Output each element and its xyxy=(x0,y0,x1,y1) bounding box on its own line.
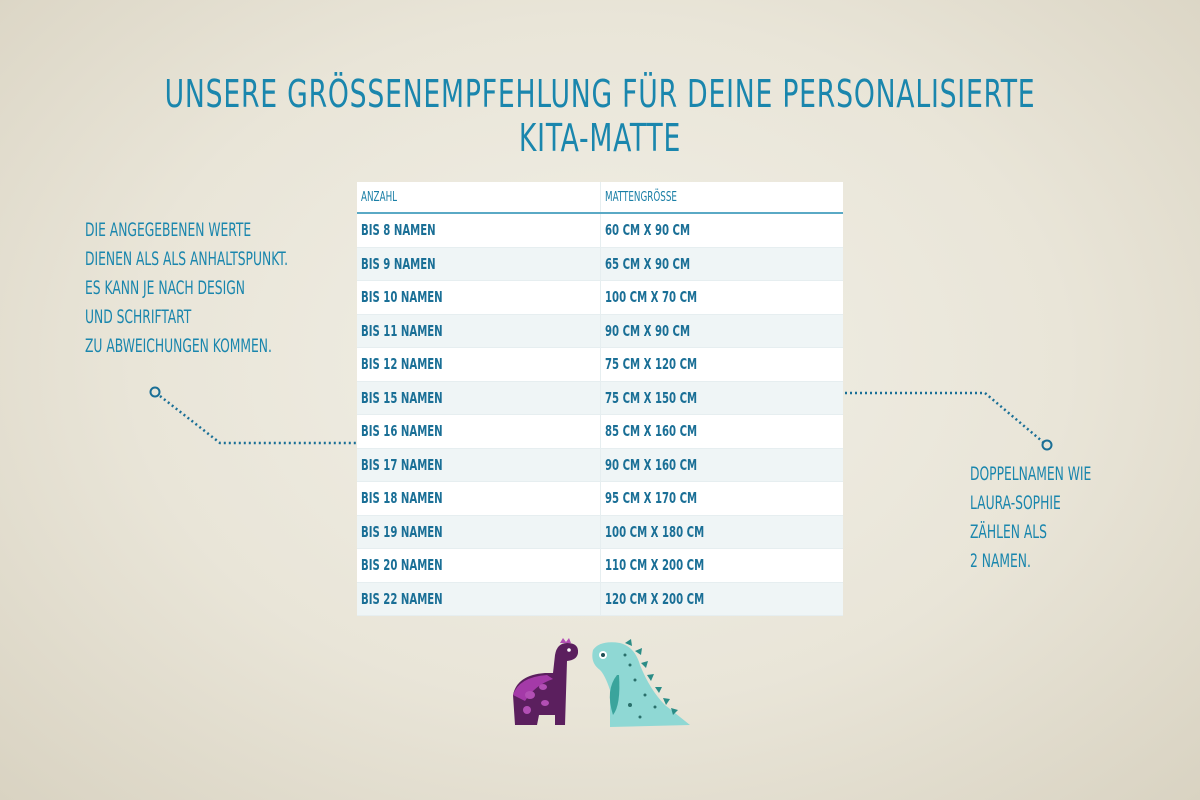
table-row: bis 22 Namen 120 cm x 200 cm xyxy=(357,582,843,616)
right-note-line: zählen als xyxy=(970,521,1047,543)
table-row: bis 15 Namen 75 cm x 150 cm xyxy=(357,381,843,415)
mat-size-cell: 90 cm x 160 cm xyxy=(605,455,698,474)
mat-size-cell: 75 cm x 150 cm xyxy=(605,388,698,407)
table-row: bis 9 Namen 65 cm x 90 cm xyxy=(357,247,843,281)
name-count-cell: bis 11 Namen xyxy=(361,321,443,340)
mat-size-cell: 60 cm x 90 cm xyxy=(605,221,691,240)
name-count-cell: bis 8 Namen xyxy=(361,221,436,240)
left-note-line: und Schriftart xyxy=(85,306,192,328)
name-count-cell: bis 12 Namen xyxy=(361,355,443,374)
right-note-line: 2 Namen. xyxy=(970,550,1031,572)
table-row: bis 8 Namen 60 cm x 90 cm xyxy=(357,213,843,248)
mat-size-cell: 110 cm x 200 cm xyxy=(605,556,705,575)
left-note-line: Es kann je nach Design xyxy=(85,277,245,299)
name-count-cell: bis 10 Namen xyxy=(361,288,443,307)
right-connector-dot xyxy=(1041,439,1053,451)
right-connector xyxy=(845,391,1044,443)
dinosaurs-illustration xyxy=(513,638,690,727)
left-connector-dot xyxy=(149,386,161,398)
right-note-line: Doppelnamen wie xyxy=(970,463,1092,485)
table-row: bis 17 Namen 90 cm x 160 cm xyxy=(357,448,843,482)
purple-dino-icon xyxy=(513,638,579,725)
left-connector xyxy=(159,395,357,445)
name-count-cell: bis 15 Namen xyxy=(361,388,443,407)
table-row: bis 20 Namen 110 cm x 200 cm xyxy=(357,548,843,583)
name-count-cell: bis 19 Namen xyxy=(361,522,443,541)
table-row: bis 19 Namen 100 cm x 180 cm xyxy=(357,515,843,549)
mat-size-cell: 75 cm x 120 cm xyxy=(605,355,698,374)
name-count-cell: bis 9 Namen xyxy=(361,254,436,273)
table-row: bis 18 Namen 95 cm x 170 cm xyxy=(357,481,843,516)
table-header: Anzahl Mattengröße xyxy=(357,182,843,214)
mat-size-cell: 95 cm x 170 cm xyxy=(605,489,698,508)
table-row: bis 12 Namen 75 cm x 120 cm xyxy=(357,347,843,382)
size-table: Anzahl Mattengröße bis 8 Namen 60 cm x 90… xyxy=(357,182,843,616)
mat-size-cell: 120 cm x 200 cm xyxy=(605,589,705,608)
left-note-line: Die angegebenen Werte xyxy=(85,219,252,241)
left-note-line: zu Abweichungen kommen. xyxy=(85,335,272,357)
right-note-line: Laura-Sophie xyxy=(970,492,1061,514)
mat-size-cell: 90 cm x 90 cm xyxy=(605,321,691,340)
mat-size-cell: 85 cm x 160 cm xyxy=(605,422,698,441)
right-note: Doppelnamen wie Laura-Sophie zählen als … xyxy=(970,460,1091,576)
mat-size-cell: 100 cm x 70 cm xyxy=(605,288,698,307)
left-note-line: dienen als als Anhaltspunkt. xyxy=(85,248,289,270)
left-note: Die angegebenen Werte dienen als als Anh… xyxy=(85,216,288,361)
name-count-cell: bis 22 Namen xyxy=(361,589,443,608)
name-count-cell: bis 18 Namen xyxy=(361,489,443,508)
name-count-cell: bis 20 Namen xyxy=(361,556,443,575)
table-row: bis 10 Namen 100 cm x 70 cm xyxy=(357,280,843,315)
mat-size-cell: 65 cm x 90 cm xyxy=(605,254,691,273)
mat-size-cell: 100 cm x 180 cm xyxy=(605,522,705,541)
table-row: bis 11 Namen 90 cm x 90 cm xyxy=(357,314,843,348)
table-row: bis 16 Namen 85 cm x 160 cm xyxy=(357,414,843,449)
page-title: Unsere Größenempfehlung für deine person… xyxy=(164,72,1036,160)
name-count-cell: bis 17 Namen xyxy=(361,455,443,474)
teal-dino-icon xyxy=(592,639,690,727)
name-count-cell: bis 16 Namen xyxy=(361,422,443,441)
header-mattengroesse: Mattengröße xyxy=(605,189,677,205)
header-anzahl: Anzahl xyxy=(361,189,398,205)
